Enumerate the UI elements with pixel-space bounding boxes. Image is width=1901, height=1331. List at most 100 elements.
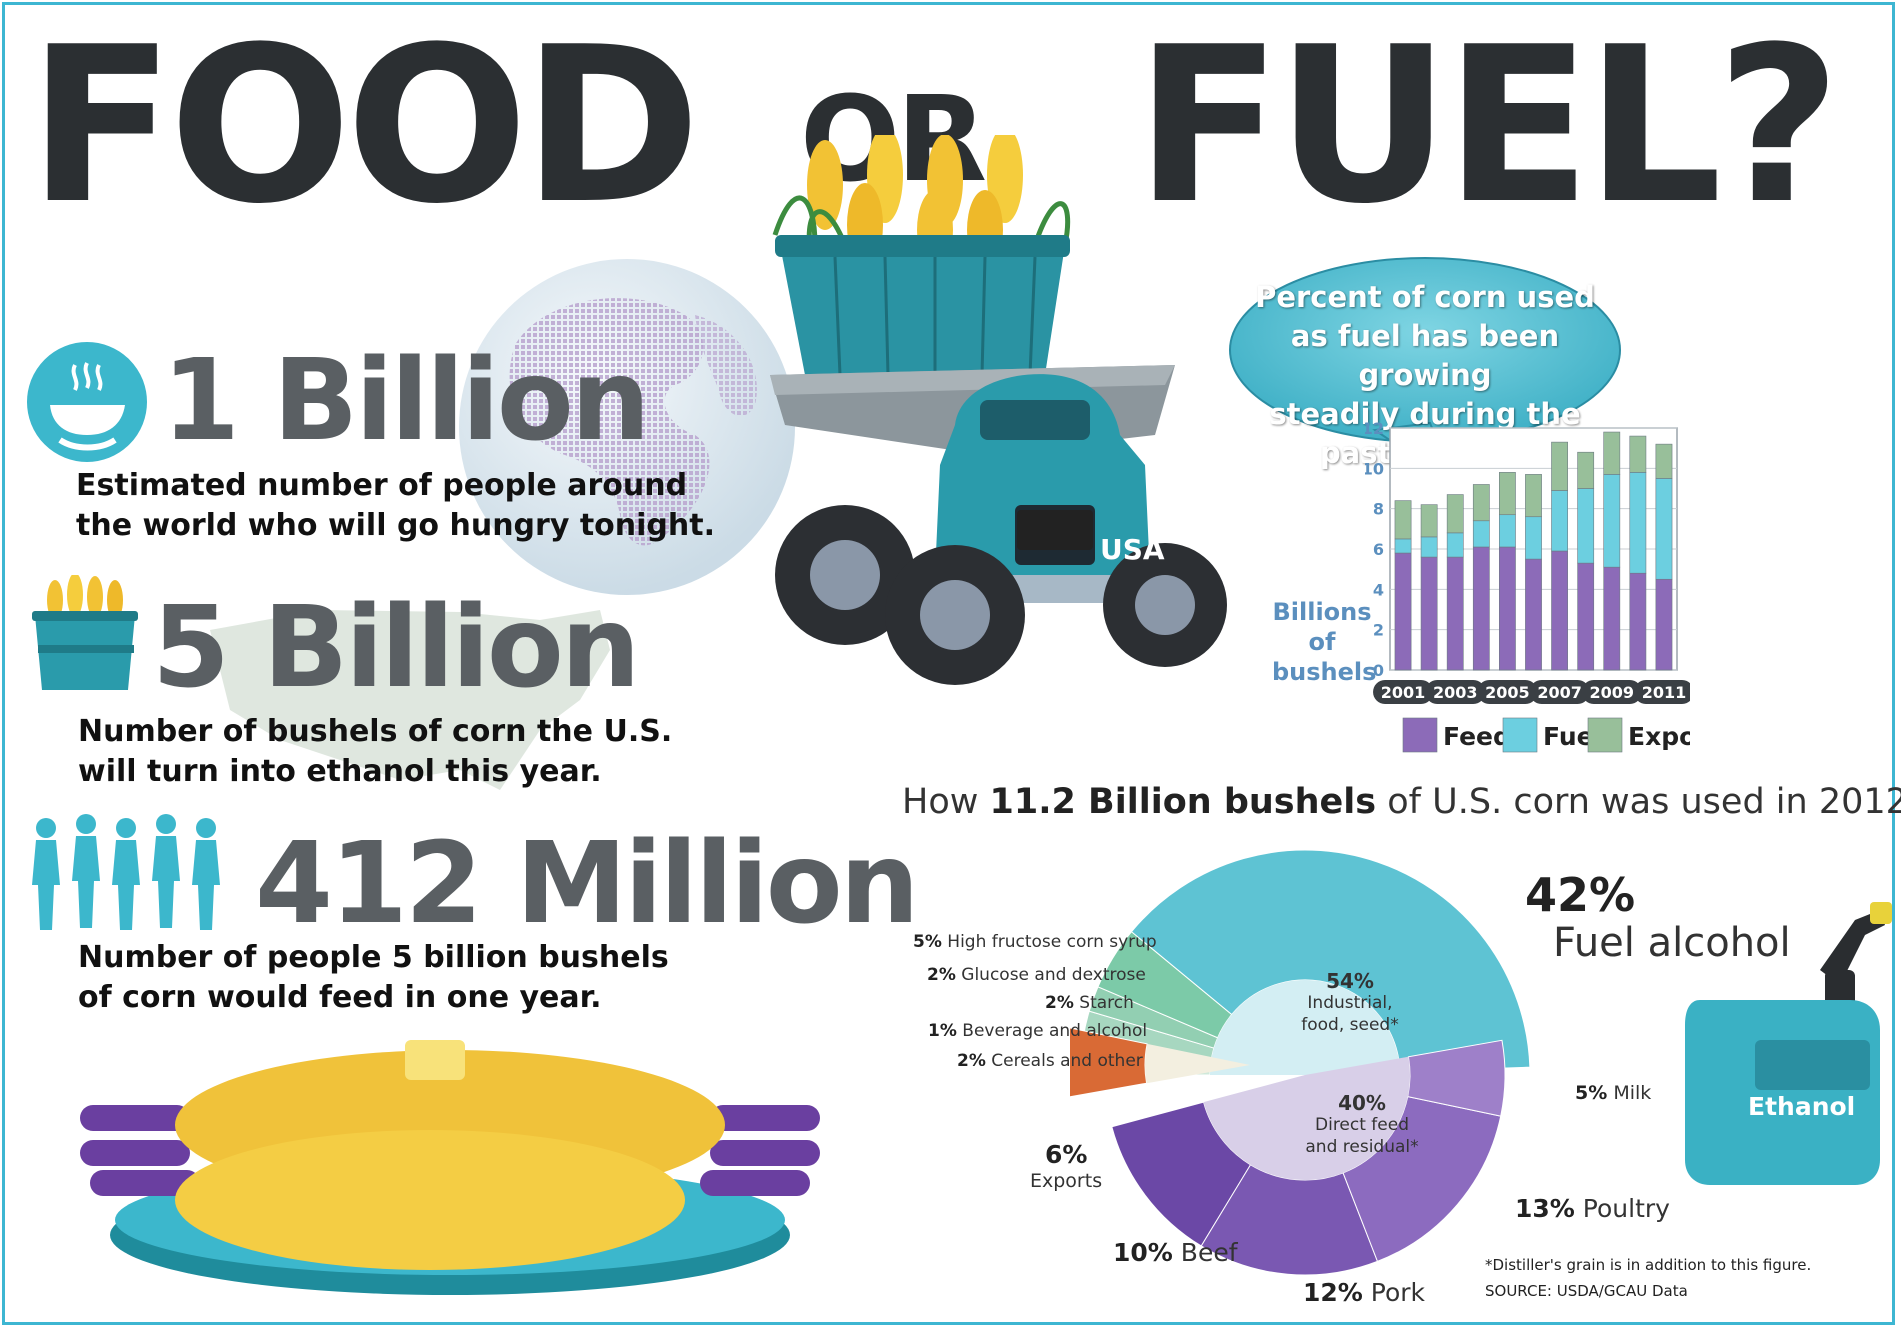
x-tick-pill [1581, 680, 1642, 704]
bar-exports [1499, 472, 1516, 516]
bar-feed [1394, 552, 1412, 671]
title-fuel: FUEL? [1135, 0, 1841, 251]
bar-fuel [1655, 478, 1673, 580]
source-note: SOURCE: USDA/GCAU Data [1485, 1282, 1688, 1300]
ethanol-can-label: Ethanol [1748, 1092, 1856, 1121]
bar-fuel [1472, 520, 1490, 548]
bar-feed [1499, 546, 1516, 671]
milk-text: Milk [1613, 1082, 1652, 1104]
title-food: FOOD [28, 0, 701, 251]
cereals-label: 2% Cereals and other [957, 1051, 1143, 1071]
bar-fuel [1525, 516, 1542, 560]
x-tick-pill [1425, 680, 1486, 704]
bar-chart-ylabel: Billions of bushels [1272, 598, 1377, 686]
pork-pct: 12% [1303, 1278, 1363, 1307]
y-tick-label: 8 [1373, 500, 1384, 519]
x-tick-label: 2011 [1642, 683, 1687, 702]
people-icon [32, 814, 220, 930]
bar-exports [1394, 500, 1412, 540]
donut-title-suffix: of U.S. corn was used in 2012 [1376, 782, 1901, 822]
beef-pct: 10% [1113, 1238, 1173, 1267]
starch-text: Starch [1079, 993, 1134, 1013]
milk-pct: 5% [1575, 1082, 1608, 1104]
bar-fuel [1551, 490, 1568, 552]
legend-swatch [1402, 717, 1438, 753]
donut-chart [1070, 849, 1531, 1276]
stat-2-value: 5 Billion [152, 583, 641, 713]
poultry-label: 13% Poultry [1515, 1194, 1670, 1223]
poultry-pct: 13% [1515, 1194, 1575, 1223]
y-tick-label: 12 [1365, 420, 1384, 438]
glucose-text: Glucose and dextrose [961, 965, 1146, 985]
beverage-pct: 1% [928, 1021, 957, 1041]
stat-1-value: 1 Billion [162, 336, 651, 466]
beverage-text: Beverage and alcohol [962, 1021, 1148, 1041]
beef-label: 10% Beef [1113, 1238, 1238, 1267]
stat-1-description: Estimated number of people around the wo… [76, 468, 715, 543]
bar-fuel [1577, 488, 1595, 564]
feed-center [1203, 1056, 1410, 1180]
bar-feed [1577, 562, 1595, 671]
us-map-illustration [210, 610, 610, 790]
hfcs-label: 5% High fructose corn syrup [913, 932, 1157, 952]
bar-exports [1577, 451, 1595, 489]
glucose-pct: 2% [927, 965, 956, 985]
bar-exports [1655, 443, 1673, 479]
milk-label: 5% Milk [1575, 1082, 1651, 1104]
footnote: *Distiller's grain is in addition to thi… [1485, 1256, 1812, 1274]
bar-feed [1655, 578, 1673, 671]
bar-exports [1446, 494, 1464, 534]
y-tick-label: 4 [1373, 580, 1384, 599]
truck-illustration [770, 135, 1227, 685]
bar-fuel [1629, 472, 1647, 574]
y-tick-label: 0 [1373, 661, 1384, 680]
donut-chart-title: How 11.2 Billion bushels of U.S. corn wa… [902, 782, 1901, 822]
bar-exports [1551, 441, 1568, 491]
stat-3-value: 412 Million [255, 819, 919, 949]
x-tick-label: 2009 [1590, 683, 1635, 702]
stat-3-description: Number of people 5 billion bushels of co… [78, 940, 669, 1015]
bar-fuel [1603, 474, 1621, 568]
y-tick-label: 10 [1365, 459, 1384, 478]
x-tick-pill [1477, 680, 1538, 704]
exports-pct: 6% [1045, 1140, 1088, 1169]
pork-text: Pork [1370, 1278, 1426, 1307]
bar-feed [1525, 558, 1542, 671]
legend-label-exports: Exports [1628, 722, 1690, 751]
industrial-pct: 54% [1326, 969, 1374, 993]
y-tick-label: 2 [1373, 621, 1384, 640]
legend-label-feed: Feed [1443, 722, 1511, 751]
hfcs-text: High fructose corn syrup [947, 932, 1157, 952]
poultry-text: Poultry [1582, 1194, 1670, 1223]
beef-text: Beef [1180, 1238, 1238, 1267]
x-tick-label: 2001 [1381, 683, 1426, 702]
bar-feed [1603, 566, 1621, 671]
starch-pct: 2% [1045, 993, 1074, 1013]
industrial-center [1210, 980, 1400, 1075]
bar-fuel [1394, 538, 1412, 554]
bar-exports [1629, 435, 1647, 473]
feed-center-label: 40% Direct feed and residual* [1282, 1070, 1442, 1158]
truck-plate-label: USA [1100, 533, 1165, 566]
x-tick-pill [1529, 680, 1590, 704]
cereals-pct: 2% [957, 1051, 986, 1071]
bar-exports [1472, 484, 1490, 522]
ethanol-can-illustration [1685, 902, 1892, 1185]
y-tick-label: 6 [1373, 540, 1384, 559]
bar-fuel [1499, 514, 1516, 548]
bar-fuel [1446, 532, 1464, 558]
glucose-label: 2% Glucose and dextrose [927, 965, 1146, 985]
bar-exports [1603, 431, 1621, 475]
hfcs-pct: 5% [913, 932, 942, 952]
exports-wedge-group [1070, 1027, 1250, 1098]
x-tick-label: 2005 [1485, 683, 1530, 702]
donut-title-prefix: How [902, 782, 990, 822]
bar-feed [1446, 556, 1464, 671]
bar-feed [1551, 550, 1568, 671]
starch-label: 2% Starch [1045, 993, 1134, 1013]
corn-plate-illustration [80, 1040, 820, 1295]
globe-illustration [459, 259, 795, 595]
pork-label: 12% Pork [1303, 1278, 1425, 1307]
bar-fuel [1420, 536, 1438, 558]
corn-basket-icon [32, 575, 138, 690]
